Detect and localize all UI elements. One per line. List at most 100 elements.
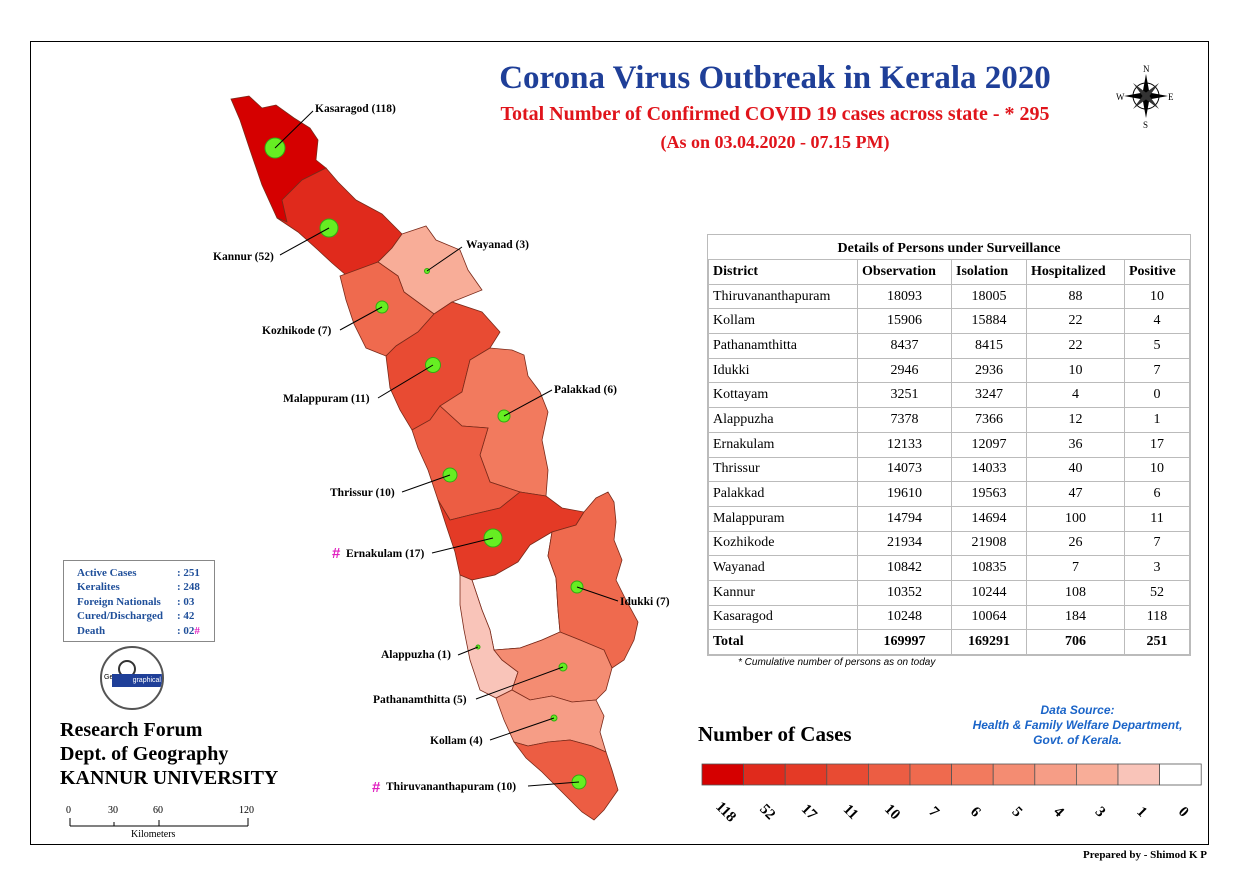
table-cell: 184 (1026, 604, 1125, 631)
label-palakkad: Palakkad (6) (554, 384, 617, 396)
legend-swatch (951, 763, 994, 786)
table-cell: 2946 (857, 357, 952, 384)
legend-swatch (826, 763, 869, 786)
legend-swatch (1159, 763, 1202, 786)
legend-swatches (701, 763, 1202, 786)
legend-label: 1 (1133, 804, 1150, 821)
table-row: Ernakulam 12133 12097 36 17 (708, 431, 1190, 458)
table-cell: 7 (1124, 357, 1190, 384)
table-cell: Ernakulam (708, 431, 858, 458)
label-wayanad: Wayanad (3) (466, 239, 529, 251)
stats-label: Death (77, 624, 106, 637)
logo-text-left: Ge (104, 674, 114, 681)
table-cell: 14694 (951, 505, 1027, 532)
stats-box: Active Cases: 251 Keralites: 248 Foreign N… (63, 560, 215, 642)
table-row: Thiruvananthapuram 18093 18005 88 10 (708, 283, 1190, 310)
legend-label: 52 (756, 801, 778, 823)
legend-label: 6 (967, 804, 984, 821)
stats-row: Death: 02# (77, 624, 214, 638)
table-cell: 3 (1124, 555, 1190, 581)
table-row: Alappuzha 7378 7366 12 1 (708, 407, 1190, 433)
table-cell: 2936 (951, 357, 1027, 384)
compass-n: N (1143, 64, 1150, 74)
table-cell: 14033 (951, 456, 1027, 483)
table-cell: 12097 (951, 431, 1027, 458)
stats-row: Foreign Nationals: 03 (77, 595, 214, 609)
table-cell: Total (708, 629, 858, 655)
legend-swatch (1076, 763, 1119, 786)
legend-swatch (1117, 763, 1160, 786)
compass-rose-icon: N S E W (1116, 64, 1174, 130)
legend-label: 118 (712, 799, 739, 826)
table-cell: 12133 (857, 431, 952, 458)
prepared-by: Prepared by - Shimod K P (1083, 849, 1207, 861)
table-cell: 7 (1026, 555, 1125, 581)
legend-label: 10 (881, 801, 903, 823)
table-cell: 21934 (857, 530, 952, 557)
table-cell: 6 (1124, 481, 1190, 507)
legend-label: 7 (925, 804, 942, 821)
label-kollam: Kollam (4) (430, 735, 483, 747)
label-malappuram: Malappuram (11) (283, 393, 370, 405)
table-row: Kottayam 3251 3247 4 0 (708, 382, 1190, 409)
compass-w: W (1116, 92, 1125, 102)
district-thiruvananthapuram (512, 739, 619, 821)
legend-label: 17 (798, 801, 820, 823)
legend-label: 3 (1092, 804, 1109, 821)
table-cell: 22 (1026, 333, 1125, 359)
table-cell: 12 (1026, 407, 1125, 433)
table-cell: 18005 (951, 283, 1027, 310)
legend-swatch (784, 763, 828, 786)
legend-label: 0 (1175, 804, 1192, 821)
hash-mark-ernakulam: # (332, 545, 341, 562)
table-cell: 251 (1124, 629, 1190, 655)
table-cell: Idukki (708, 357, 858, 384)
stats-value: : 42 (177, 610, 195, 623)
district-pathanamthitta (493, 631, 613, 703)
table-cell: 169997 (857, 629, 952, 655)
table-row: Kozhikode 21934 21908 26 7 (708, 530, 1190, 557)
label-thrissur: Thrissur (10) (330, 487, 395, 499)
source-line-1: Data Source: (1040, 703, 1115, 717)
table-caption: Details of Persons under Surveillance (837, 241, 1061, 256)
legend-title: Number of Cases (698, 722, 852, 746)
table-cell: Thrissur (708, 456, 858, 483)
table-cell: 4 (1124, 308, 1190, 335)
table-cell: 40 (1026, 456, 1125, 483)
table-cell: 17 (1124, 431, 1190, 458)
organization-block: Research Forum Dept. of Geography KANNUR… (60, 718, 278, 790)
legend-label: 4 (1050, 804, 1067, 821)
table-cell: Alappuzha (708, 407, 858, 433)
table-cell: 706 (1026, 629, 1125, 655)
table-cell: 15906 (857, 308, 952, 335)
table-cell: Wayanad (708, 555, 858, 581)
table-cell: 10352 (857, 579, 952, 606)
table-cell: 108 (1026, 579, 1125, 606)
table-cell: Kottayam (708, 382, 858, 409)
stats-row: Active Cases: 251 (77, 566, 214, 580)
table-header-positive: Positive (1124, 259, 1190, 285)
table-row: Idukki 2946 2936 10 7 (708, 357, 1190, 384)
surveillance-table: Details of Persons under Surveillance Di… (707, 234, 1191, 656)
label-pathanamthitta: Pathanamthitta (5) (373, 694, 467, 706)
table-header-hospitalized: Hospitalized (1026, 259, 1125, 285)
table-cell: 169291 (951, 629, 1027, 655)
table-cell: Kollam (708, 308, 858, 335)
table-cell: 5 (1124, 333, 1190, 359)
label-thiruvananthapuram: Thiruvananthapuram (10) (386, 781, 516, 793)
table-cell: 1 (1124, 407, 1190, 433)
table-cell: 10842 (857, 555, 952, 581)
table-cell: Thiruvananthapuram (708, 283, 858, 310)
stats-row: Keralites: 248 (77, 580, 214, 594)
table-cell: 3247 (951, 382, 1027, 409)
table-row: Wayanad 10842 10835 7 3 (708, 555, 1190, 581)
compass-e: E (1168, 92, 1174, 102)
legend-labels: 118 52 17 11 10 7 6 5 4 3 1 0 (712, 799, 1191, 826)
legend-swatch (743, 763, 786, 786)
table-row: Palakkad 19610 19563 47 6 (708, 481, 1190, 507)
table-cell: 8415 (951, 333, 1027, 359)
table-cell: 118 (1124, 604, 1190, 631)
table-cell: 0 (1124, 382, 1190, 409)
org-line-2: Dept. of Geography (60, 743, 229, 765)
table-cell: Kannur (708, 579, 858, 606)
